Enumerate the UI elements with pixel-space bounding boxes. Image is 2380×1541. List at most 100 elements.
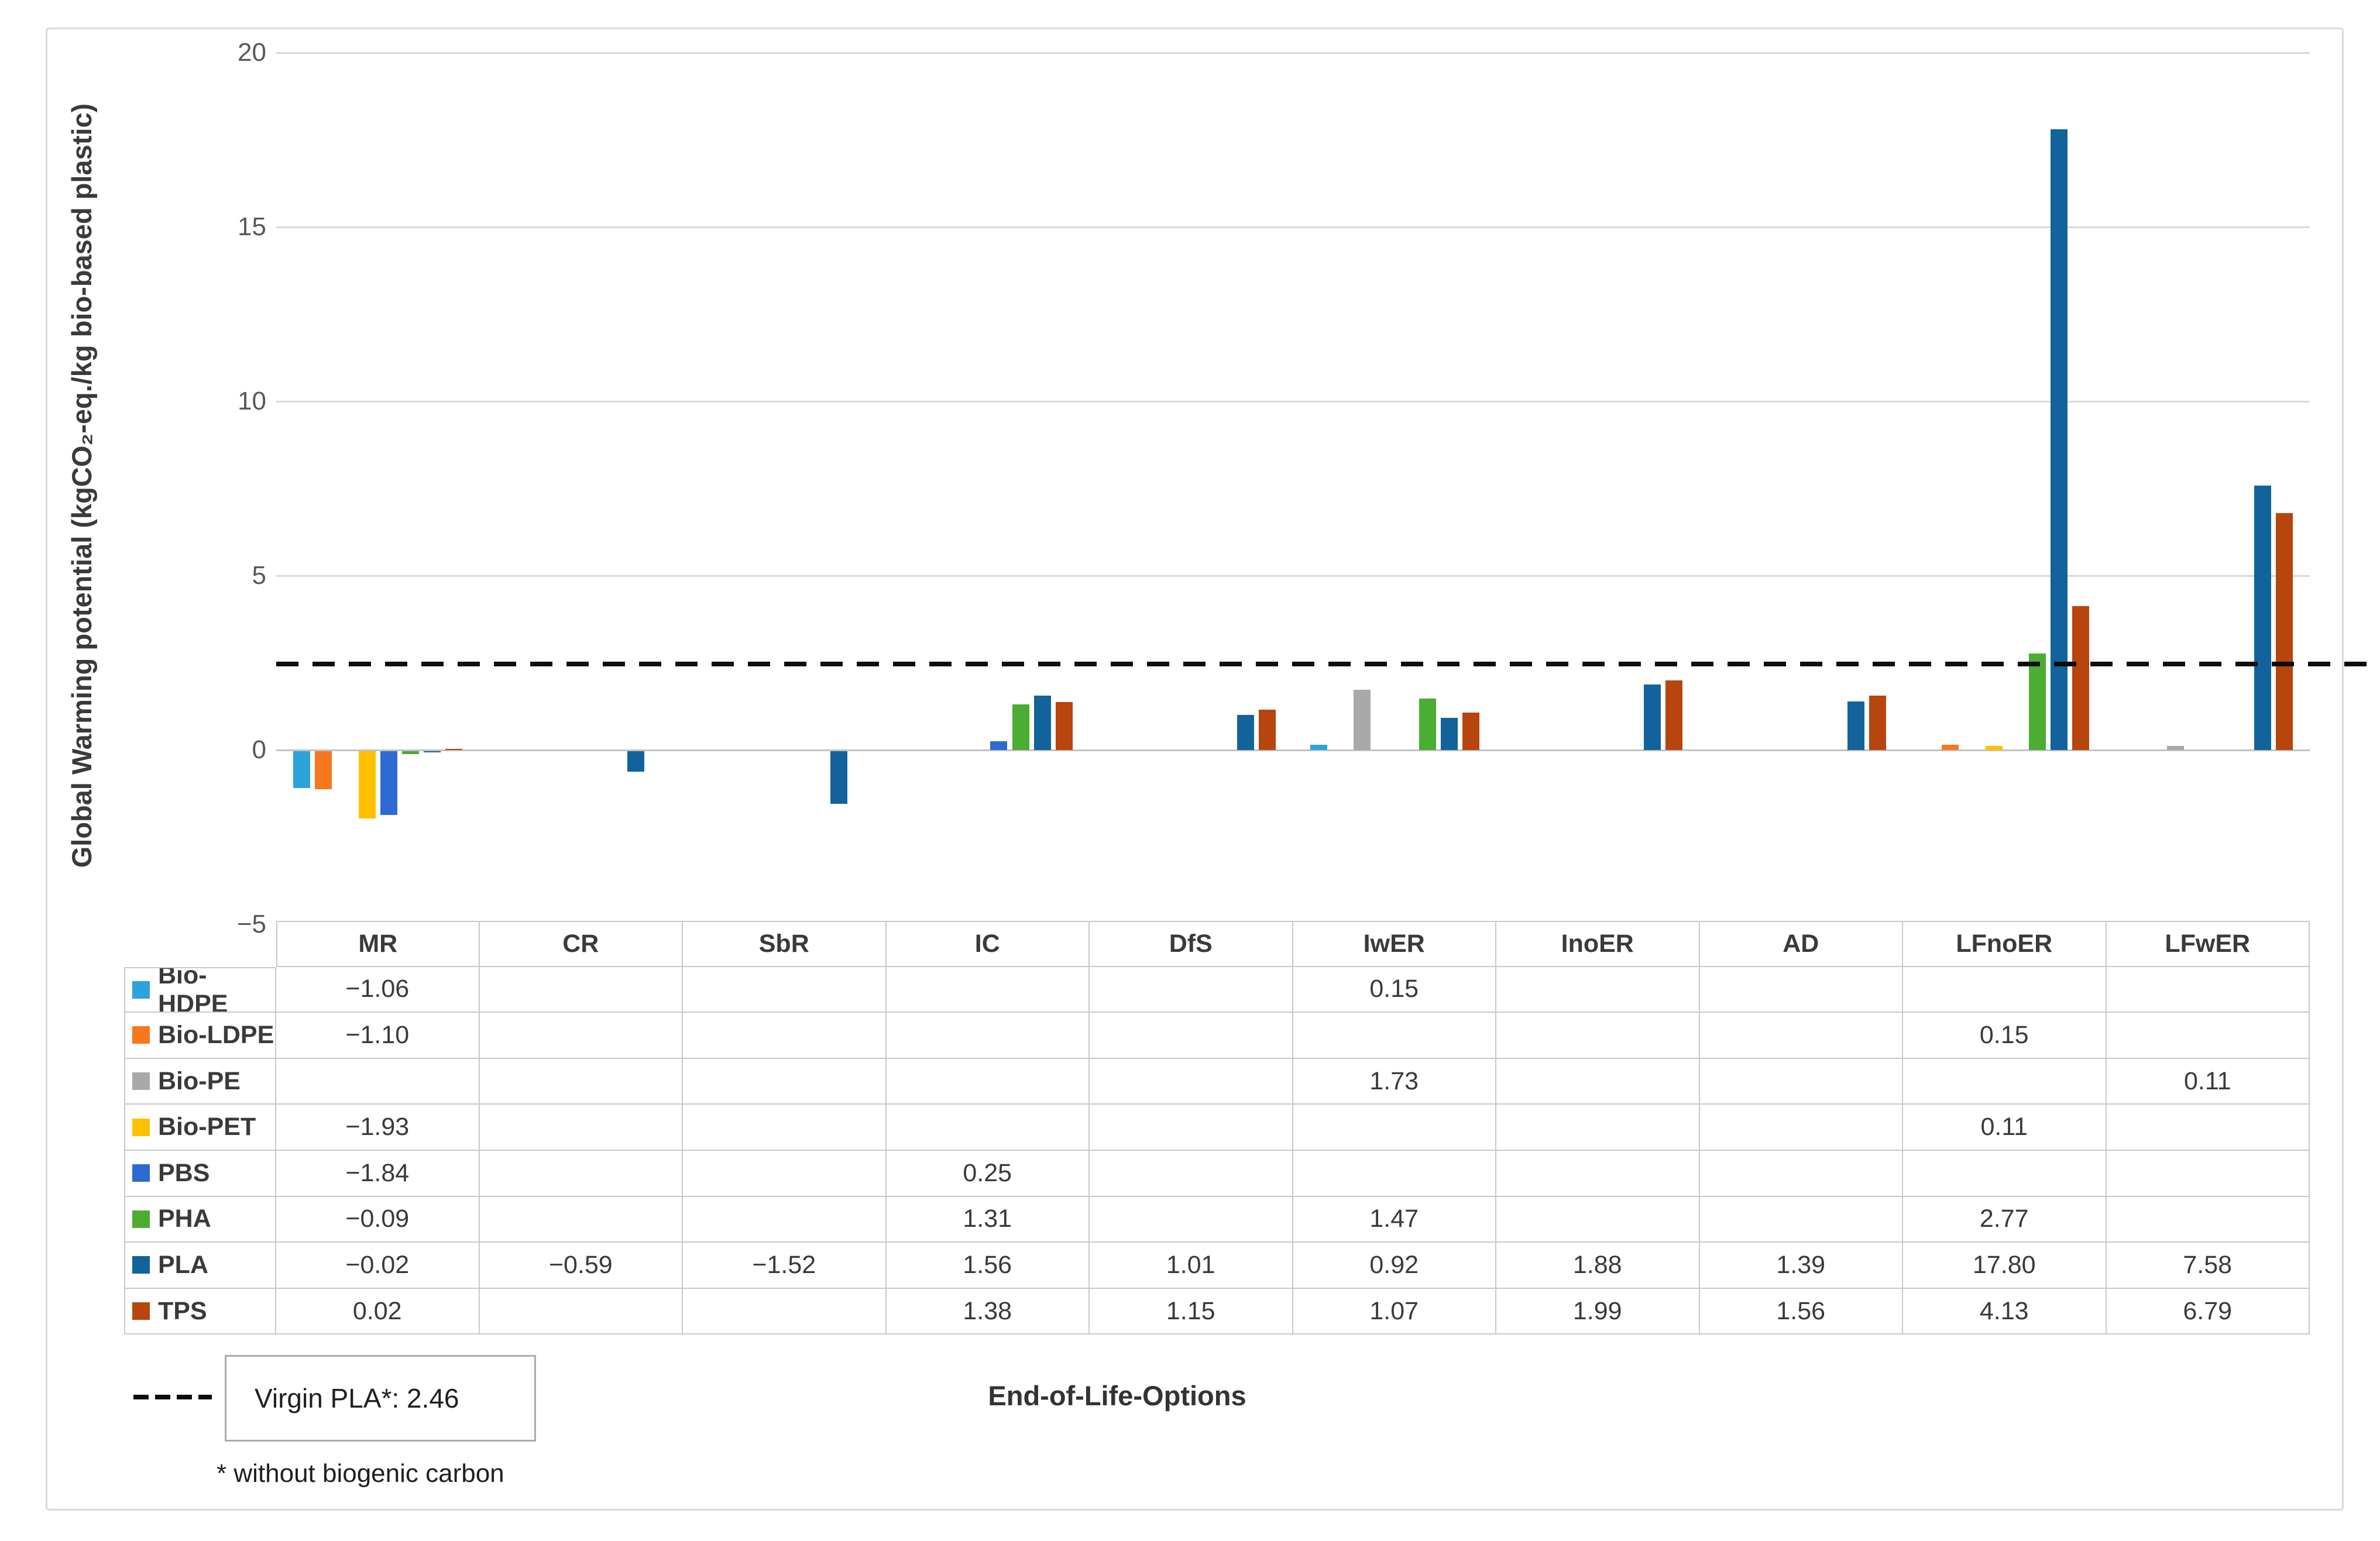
cell-pbs-ic: 0.25 — [886, 1150, 1090, 1197]
bar-pla-lfnoer — [2051, 129, 2068, 750]
cell-bio-pet-mr: −1.93 — [276, 1105, 480, 1151]
cell-pbs-iwer — [1293, 1150, 1496, 1197]
cell-pla-lfnoer: 17.80 — [1903, 1243, 2107, 1289]
bar-pla-ad — [1847, 701, 1864, 750]
footnote: * without biogenic carbon — [217, 1459, 504, 1488]
bar-bio-pet-mr — [358, 751, 376, 818]
bar-tps-ic — [1055, 701, 1073, 750]
cell-bio-hdpe-iwer: 0.15 — [1293, 966, 1496, 1013]
cell-bio-ldpe-inoer — [1496, 1013, 1700, 1059]
legend-pbs: PBS — [124, 1150, 276, 1197]
y-tick-label-0: 0 — [252, 735, 266, 764]
cell-bio-pe-lfwer: 0.11 — [2106, 1058, 2310, 1105]
cell-bio-ldpe-dfs — [1090, 1013, 1293, 1059]
bar-tps-dfs — [1259, 710, 1276, 750]
gridline-y-20 — [276, 52, 2310, 54]
cell-bio-hdpe-lfwer — [2106, 966, 2310, 1013]
table-header-ic: IC — [886, 921, 1090, 967]
cell-bio-pet-sbr — [683, 1105, 887, 1151]
legend-label-pbs: PBS — [158, 1158, 210, 1187]
cell-bio-ldpe-mr: −1.10 — [276, 1013, 480, 1059]
legend-label-tps: TPS — [158, 1296, 207, 1325]
bar-pha-ic — [1012, 704, 1029, 750]
legend-label-pla: PLA — [158, 1250, 208, 1279]
table-header-dfs: DfS — [1090, 921, 1293, 967]
legend-swatch-pla — [132, 1256, 150, 1274]
bar-pha-lfnoer — [2029, 653, 2046, 750]
legend-label-bio-pet: Bio-PET — [158, 1113, 256, 1141]
dashed-line-key-icon — [133, 1395, 212, 1399]
cell-pha-dfs — [1090, 1196, 1293, 1243]
y-tick-label-15: 15 — [238, 212, 266, 241]
reference-line-dashed — [276, 662, 2376, 666]
gridline-y-5 — [276, 575, 2310, 577]
cell-tps-ic: 1.38 — [886, 1288, 1090, 1335]
cell-pla-inoer: 1.88 — [1496, 1243, 1700, 1289]
cell-pha-mr: −0.09 — [276, 1196, 480, 1243]
legend-pha: PHA — [124, 1196, 276, 1243]
y-tick-label-20: 20 — [238, 38, 266, 67]
legend-swatch-bio-hdpe — [132, 981, 150, 999]
cell-bio-pet-cr — [479, 1105, 683, 1151]
cell-pha-lfnoer: 2.77 — [1903, 1196, 2107, 1243]
cell-bio-pet-ic — [886, 1105, 1090, 1151]
cell-bio-hdpe-ad — [1699, 966, 1903, 1013]
x-axis-title: End-of-Life-Options — [988, 1380, 1246, 1411]
cell-pbs-ad — [1699, 1150, 1903, 1197]
cell-bio-pet-ad — [1699, 1105, 1903, 1151]
table-header-mr: MR — [276, 921, 480, 967]
cell-pbs-mr: −1.84 — [276, 1150, 480, 1197]
cell-bio-hdpe-inoer — [1496, 966, 1700, 1013]
cell-pbs-sbr — [683, 1150, 887, 1197]
legend-swatch-pha — [132, 1210, 150, 1228]
bar-bio-hdpe-mr — [293, 751, 311, 788]
cell-pla-dfs: 1.01 — [1090, 1243, 1293, 1289]
legend-bio-pet: Bio-PET — [124, 1105, 276, 1151]
cell-bio-hdpe-cr — [479, 966, 683, 1013]
y-tick-label-−5: −5 — [236, 910, 266, 938]
cell-tps-dfs: 1.15 — [1090, 1288, 1293, 1335]
cell-bio-hdpe-lfnoer — [1903, 966, 2107, 1013]
reference-line-label: Virgin PLA*: 2.46 — [255, 1383, 459, 1413]
cell-pbs-lfnoer — [1903, 1150, 2107, 1197]
cell-bio-pe-inoer — [1496, 1058, 1700, 1105]
cell-pla-ad: 1.39 — [1699, 1243, 1903, 1289]
cell-pha-cr — [479, 1196, 683, 1243]
legend-label-bio-ldpe: Bio-LDPE — [158, 1020, 274, 1049]
cell-bio-pet-inoer — [1496, 1105, 1700, 1151]
bar-pla-sbr — [830, 751, 848, 804]
cell-pha-sbr — [683, 1196, 887, 1243]
cell-bio-pet-dfs — [1090, 1105, 1293, 1151]
bar-bio-ldpe-lfnoer — [1942, 745, 1959, 750]
table-header-inoer: InoER — [1496, 921, 1700, 967]
cell-pla-lfwer: 7.58 — [2106, 1243, 2310, 1289]
bar-tps-inoer — [1665, 680, 1683, 750]
bar-bio-pet-lfnoer — [1985, 746, 2003, 750]
cell-tps-iwer: 1.07 — [1293, 1288, 1496, 1335]
reference-line-label-box: Virgin PLA*: 2.46 — [225, 1355, 536, 1442]
legend-label-bio-pe: Bio-PE — [158, 1067, 241, 1095]
legend-swatch-bio-pe — [132, 1072, 150, 1091]
cell-tps-ad: 1.56 — [1699, 1288, 1903, 1335]
legend-swatch-bio-ldpe — [132, 1026, 150, 1044]
y-tick-label-5: 5 — [252, 561, 266, 590]
cell-tps-lfnoer: 4.13 — [1903, 1288, 2107, 1335]
legend-swatch-tps — [132, 1302, 150, 1320]
legend-bio-pe: Bio-PE — [124, 1058, 276, 1105]
cell-tps-lfwer: 6.79 — [2106, 1288, 2310, 1335]
cell-bio-ldpe-lfwer — [2106, 1013, 2310, 1059]
bar-bio-hdpe-iwer — [1310, 745, 1327, 750]
cell-bio-pe-lfnoer — [1903, 1058, 2107, 1105]
table-header-sbr: SbR — [683, 921, 887, 967]
table-header-lfwer: LFwER — [2106, 921, 2310, 967]
cell-pha-ic: 1.31 — [886, 1196, 1090, 1243]
bar-pha-iwer — [1419, 699, 1436, 750]
bar-tps-iwer — [1462, 713, 1479, 750]
table-header-cr: CR — [479, 921, 683, 967]
cell-tps-cr — [479, 1288, 683, 1335]
bar-pla-iwer — [1440, 718, 1458, 750]
cell-bio-hdpe-dfs — [1090, 966, 1293, 1013]
cell-pla-iwer: 0.92 — [1293, 1243, 1496, 1289]
legend-tps: TPS — [124, 1288, 276, 1335]
